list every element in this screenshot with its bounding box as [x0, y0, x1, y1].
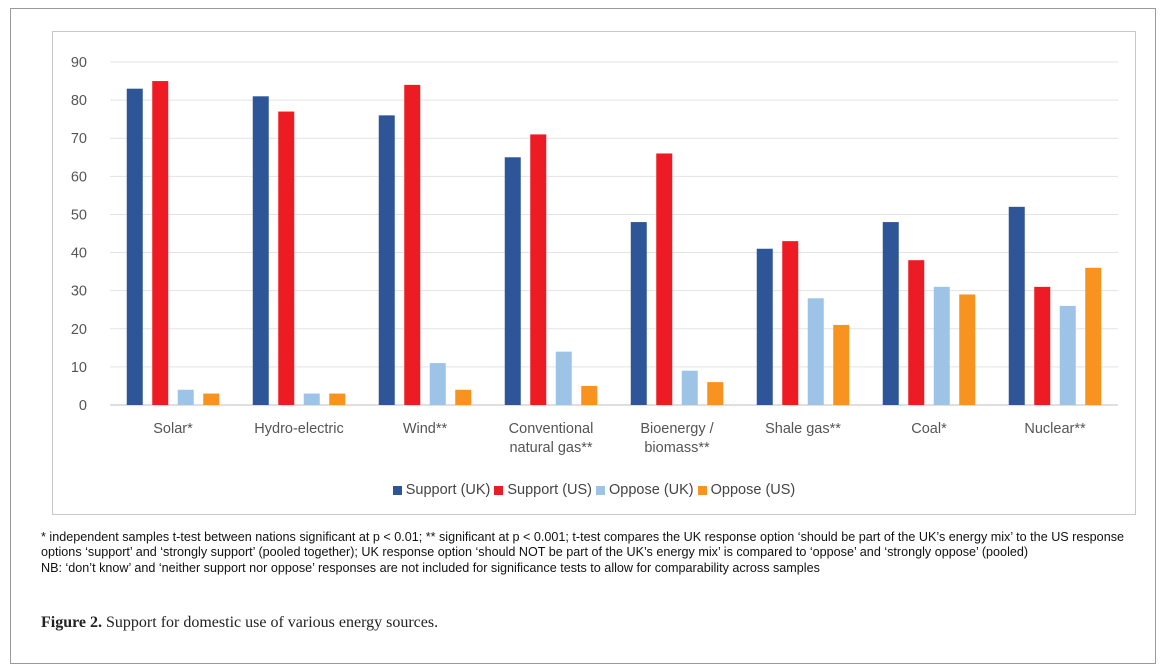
caption-text: Support for domestic use of various ener… — [106, 614, 439, 631]
y-tick-label: 60 — [71, 169, 87, 185]
legend-entry: Support (UK) — [392, 482, 491, 498]
bar-oppose-us — [959, 294, 976, 405]
legend-swatch — [697, 485, 707, 495]
y-tick-label: 50 — [71, 207, 87, 223]
x-tick-label: Solar* — [153, 421, 193, 437]
bar-support-us — [782, 241, 799, 405]
bar-oppose-us — [833, 324, 850, 405]
y-tick-label: 80 — [71, 93, 87, 109]
legend-label: Oppose (UK) — [609, 482, 694, 498]
bar-oppose-us — [1085, 267, 1102, 405]
bar-support-uk — [630, 222, 647, 405]
bar-oppose-us — [329, 393, 346, 405]
bar-oppose-uk — [807, 298, 824, 405]
y-tick-label: 40 — [71, 246, 87, 262]
bar-oppose-us — [455, 389, 472, 405]
legend-label: Oppose (US) — [710, 482, 796, 498]
footnote-nb: NB: ‘don’t know’ and ‘neither support no… — [41, 560, 820, 575]
bar-support-us — [656, 153, 673, 405]
bar-chart: 0 10 20 30 40 50 60 70 80 90 Solar* Hydro-electric W… — [71, 55, 1118, 456]
y-tick-label: 0 — [79, 398, 87, 414]
caption-label: Figure 2. — [41, 614, 103, 631]
bar-support-uk — [126, 88, 143, 405]
bar-support-uk — [252, 96, 269, 406]
legend-entry: Support (US) — [494, 482, 592, 498]
bar-oppose-us — [203, 393, 220, 405]
legend-label: Support (US) — [507, 482, 592, 498]
bar-support-us — [404, 84, 421, 405]
bar-oppose-uk — [933, 286, 950, 405]
bar-support-us — [152, 81, 169, 406]
bar-support-us — [278, 111, 295, 406]
bar-oppose-us — [581, 385, 598, 405]
figure-frame: 0 10 20 30 40 50 60 70 80 90 Solar* Hydro-electric W… — [10, 8, 1156, 664]
bar-support-uk — [1008, 206, 1025, 405]
y-tick-label: 30 — [71, 284, 87, 300]
legend-label: Support (UK) — [405, 482, 491, 498]
y-tick-label: 90 — [71, 55, 87, 71]
y-tick-label: 70 — [71, 131, 87, 147]
bar-oppose-us — [707, 382, 724, 405]
bar-oppose-uk — [681, 370, 698, 405]
bar-support-uk — [882, 222, 899, 405]
legend-swatch — [392, 485, 402, 495]
bar-oppose-uk — [429, 363, 446, 405]
figure-caption: Figure 2. Support for domestic use of va… — [41, 614, 438, 632]
x-tick-label: Wind** — [403, 421, 448, 437]
bar-support-us — [1034, 286, 1051, 405]
x-tick-label: Shale gas** — [765, 421, 841, 437]
bar-support-uk — [504, 157, 521, 405]
bar-oppose-uk — [555, 351, 572, 405]
bar-oppose-uk — [1059, 305, 1076, 405]
y-tick-label: 20 — [71, 322, 87, 338]
footnote-significance: * independent samples t-test between nat… — [41, 530, 1124, 560]
bar-support-us — [908, 260, 925, 405]
y-tick-label: 10 — [71, 360, 87, 376]
bar-support-uk — [756, 248, 773, 405]
x-tick-label: Bioenergy / biomass** — [640, 421, 714, 456]
x-tick-label: Hydro-electric — [254, 421, 343, 437]
bar-oppose-uk — [303, 393, 320, 405]
legend-swatch — [596, 485, 605, 495]
chart-area: 0 10 20 30 40 50 60 70 80 90 Solar* Hydro-electric W… — [52, 31, 1136, 515]
x-tick-label: Conventional natural gas** — [509, 421, 594, 456]
figure-footnote: * independent samples t-test between nat… — [41, 530, 1151, 576]
bar-support-us — [530, 134, 547, 405]
bar-oppose-uk — [177, 389, 194, 405]
legend-swatch — [494, 485, 504, 495]
legend-entry: Oppose (US) — [697, 482, 796, 498]
bar-support-uk — [378, 115, 395, 405]
chart-legend: Support (UK) Support (US) Oppose (UK) Oppos… — [53, 482, 1135, 499]
x-tick-label: Nuclear** — [1024, 421, 1086, 437]
legend-entry: Oppose (UK) — [596, 482, 694, 498]
x-tick-label: Coal* — [911, 421, 947, 437]
